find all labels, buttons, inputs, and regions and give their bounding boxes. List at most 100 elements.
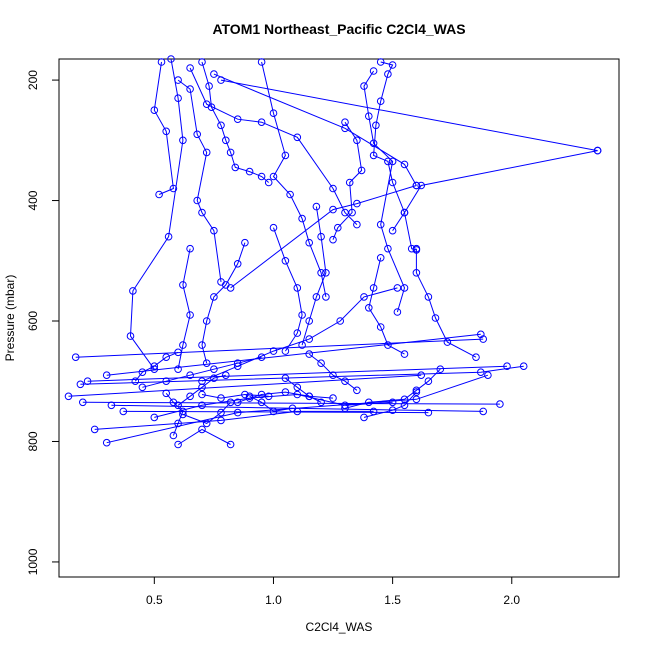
series-line-22: [75, 338, 484, 358]
series-line-44: [201, 393, 269, 399]
data-point-10-4: [388, 226, 397, 235]
data-point-1-5: [155, 190, 163, 199]
data-point-18-6: [400, 350, 409, 358]
series-line-35: [154, 393, 393, 418]
data-point-38-3: [186, 371, 194, 380]
series-line-34: [237, 391, 334, 403]
data-point-24-2: [477, 368, 485, 377]
series-line-24: [80, 365, 524, 385]
y-tick-label: 400: [26, 190, 40, 210]
data-point-40-1: [281, 374, 290, 383]
y-tick-label: 600: [26, 311, 40, 331]
data-point-3-7: [210, 226, 218, 235]
data-point-4-10: [264, 178, 273, 187]
data-point-39-1: [174, 401, 182, 410]
data-point-43-1: [179, 410, 187, 419]
data-point-32-2: [198, 425, 206, 434]
data-point-5-2: [269, 109, 278, 117]
data-point-9-6: [334, 223, 342, 232]
data-point-41-2: [317, 359, 325, 368]
data-point-8-7: [384, 244, 392, 253]
data-point-7-10: [407, 244, 416, 253]
data-point-15-5: [202, 317, 211, 325]
data-point-6-8: [353, 220, 361, 229]
data-point-41-4: [341, 377, 349, 386]
series-line-10: [392, 150, 598, 231]
data-point-24-1: [76, 380, 85, 389]
data-point-33-1: [131, 377, 140, 386]
data-point-2-5: [129, 287, 137, 295]
data-point-29-4: [484, 371, 492, 380]
data-point-30-1: [90, 425, 99, 434]
data-point-8-6: [376, 220, 385, 229]
data-point-16-1: [226, 284, 235, 292]
series-line-15: [201, 242, 246, 364]
data-point-26-1: [79, 398, 87, 407]
data-point-5-5: [286, 190, 294, 199]
data-point-22-1: [71, 353, 80, 362]
data-point-16-4: [412, 181, 421, 190]
data-point-13-1: [312, 202, 321, 211]
data-point-42-2: [257, 398, 266, 407]
data-point-36-6: [436, 365, 445, 374]
data-point-8-8: [400, 284, 409, 292]
data-point-7-8: [388, 178, 397, 187]
data-point-29-2: [233, 408, 242, 417]
data-point-10-2: [417, 181, 426, 190]
data-point-2-3: [179, 136, 187, 145]
data-point-25-2: [417, 371, 426, 380]
data-point-19-4: [431, 314, 440, 322]
series-line-4: [201, 61, 270, 183]
data-point-42-1: [245, 392, 254, 401]
data-point-9-3: [357, 166, 366, 175]
series-line-5: [261, 61, 327, 297]
data-point-35-4: [293, 390, 302, 399]
series-line-40: [285, 377, 322, 403]
data-point-3-2: [186, 85, 194, 93]
data-point-35-6: [388, 398, 397, 407]
data-point-19-6: [472, 353, 480, 362]
data-point-25-1: [64, 392, 73, 401]
data-point-5-9: [322, 293, 330, 301]
data-point-39-5: [222, 371, 230, 380]
data-point-13-5: [305, 317, 314, 325]
data-point-36-1: [341, 404, 349, 413]
data-point-16-3: [353, 199, 361, 208]
data-point-37-3: [400, 401, 409, 410]
data-point-17-1: [186, 244, 194, 253]
series-line-25: [68, 374, 422, 397]
data-point-35-2: [198, 401, 206, 410]
data-point-18-2: [369, 284, 378, 292]
data-point-2-1: [167, 55, 175, 63]
data-point-2-2: [174, 94, 182, 102]
data-point-8-9: [393, 308, 402, 316]
series-line-8: [363, 70, 406, 313]
data-point-13-4: [312, 293, 321, 301]
data-point-15-7: [202, 359, 211, 368]
data-point-1-1: [157, 58, 166, 66]
data-point-26-2: [496, 400, 504, 408]
series-line-42: [249, 395, 293, 412]
series-line-21: [106, 333, 481, 376]
data-point-4-2: [205, 82, 213, 90]
series-line-3: [177, 79, 222, 282]
data-point-39-2: [186, 392, 194, 401]
data-point-33-3: [150, 362, 159, 371]
data-point-31-5: [162, 389, 170, 398]
data-point-5-4: [269, 172, 278, 181]
series-line-26: [82, 401, 500, 405]
series-line-43: [182, 401, 231, 424]
data-point-15-2: [233, 260, 242, 268]
data-point-3-4: [202, 148, 211, 157]
data-point-8-5: [388, 157, 397, 166]
data-point-41-3: [329, 371, 337, 380]
data-point-35-5: [341, 401, 349, 410]
data-point-24-3: [519, 362, 528, 371]
data-point-7-2: [388, 61, 397, 69]
data-point-4-9: [257, 172, 266, 181]
data-point-19-1: [412, 244, 421, 253]
data-point-6-2: [202, 100, 211, 108]
data-point-6-5: [293, 133, 302, 142]
data-point-33-2: [138, 368, 147, 377]
data-point-38-4: [210, 365, 218, 374]
